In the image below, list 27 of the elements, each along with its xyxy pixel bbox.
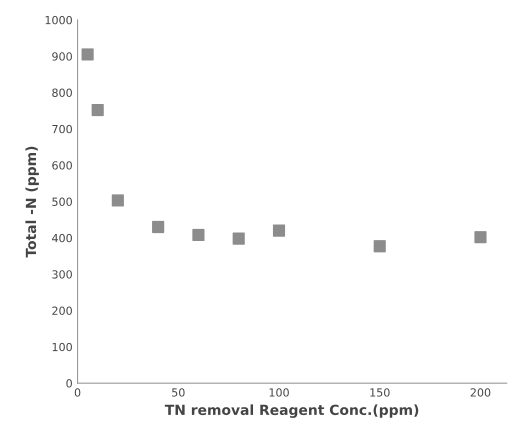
- y-tick-label: 500: [52, 198, 72, 206]
- x-axis-title: TN removal Reagent Conc.(ppm): [164, 404, 418, 418]
- y-tick-label: 800: [52, 88, 72, 97]
- y-tick-label: 700: [52, 124, 72, 134]
- point: [92, 104, 104, 116]
- x-tick-label: 100: [270, 388, 289, 397]
- y-tick-label: 100: [52, 342, 72, 352]
- point: [152, 220, 164, 234]
- point: [112, 194, 124, 207]
- x-tick-label: 0: [74, 388, 80, 397]
- x-tick-label: 200: [470, 388, 490, 397]
- point: [232, 232, 245, 245]
- y-tick-label: 0: [66, 379, 72, 388]
- x-tick-label: 50: [172, 388, 185, 397]
- y-tick-label: 400: [52, 234, 72, 242]
- point: [272, 224, 286, 237]
- y-tick-label: 200: [52, 306, 72, 315]
- y-axis-title: Total -N (ppm): [25, 146, 39, 258]
- point: [82, 48, 94, 61]
- point: [192, 228, 204, 242]
- point: [474, 231, 487, 244]
- y-tick-label: 600: [52, 161, 72, 170]
- y-tick-label: 1000: [46, 16, 72, 24]
- point: [374, 240, 386, 252]
- y-tick-label: 900: [52, 52, 72, 61]
- y-tick-label: 300: [52, 270, 72, 279]
- x-tick-label: 150: [370, 388, 390, 397]
